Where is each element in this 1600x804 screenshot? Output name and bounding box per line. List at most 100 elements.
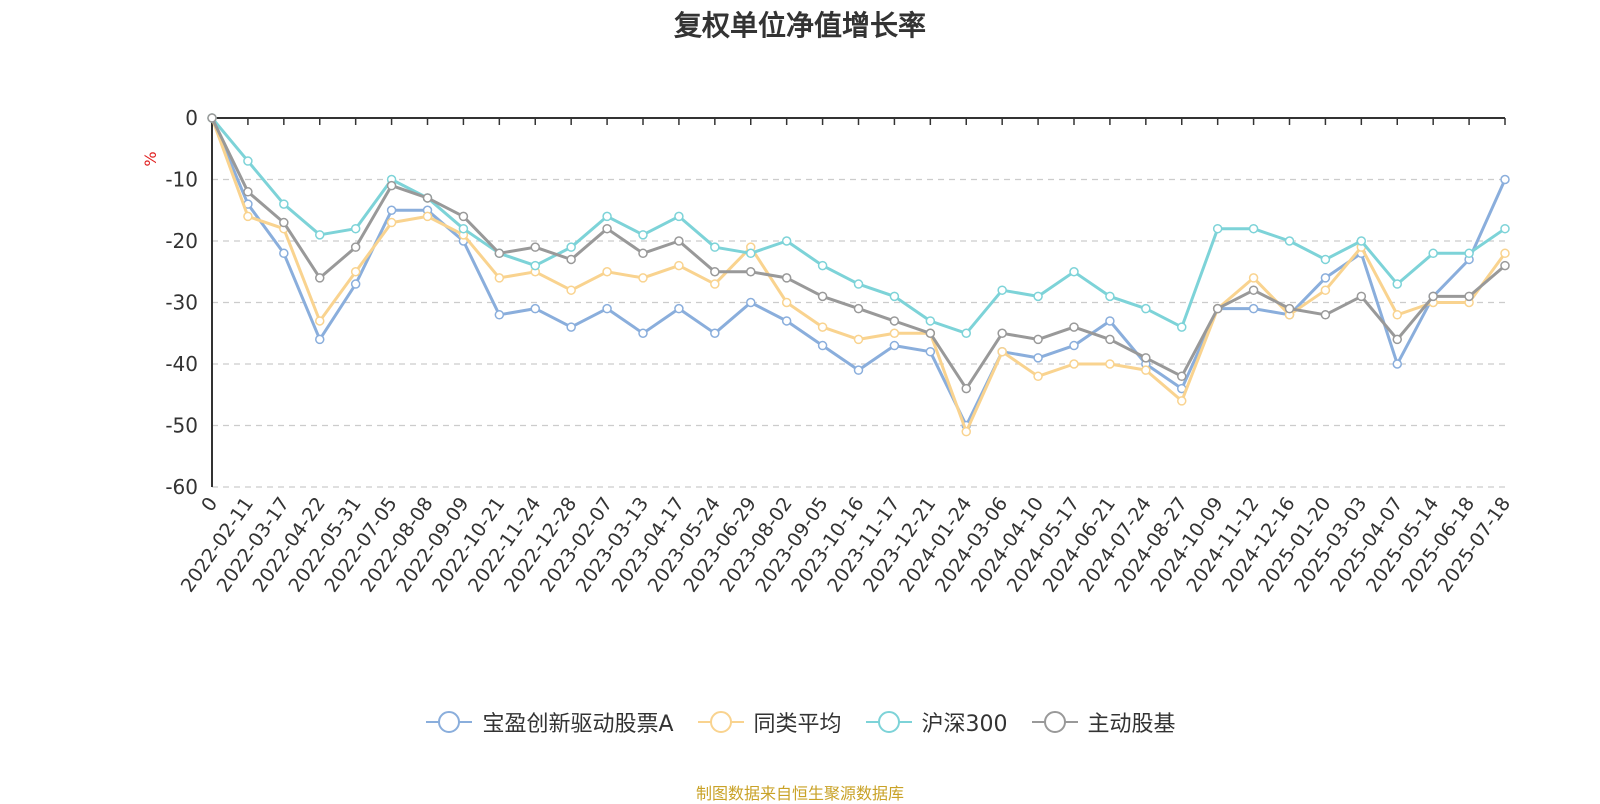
data-point	[781, 316, 792, 326]
legend-label: 沪深300	[921, 712, 1008, 737]
data-point	[422, 193, 433, 203]
data-point	[1320, 254, 1331, 265]
data-point	[207, 113, 217, 123]
data-point	[530, 303, 540, 314]
data-point	[638, 273, 648, 283]
data-point	[494, 310, 505, 320]
data-point	[1392, 359, 1402, 369]
data-point	[1428, 291, 1438, 302]
data-point	[315, 334, 325, 345]
legend-line-circle-icon	[697, 711, 744, 733]
data-point	[315, 316, 325, 326]
data-point	[566, 322, 576, 332]
data-point	[1392, 279, 1402, 289]
data-point	[853, 334, 864, 345]
data-point	[1392, 334, 1402, 345]
data-point	[997, 328, 1007, 338]
data-point	[997, 346, 1007, 357]
data-point	[746, 297, 756, 308]
data-point	[853, 303, 864, 314]
data-point	[1069, 322, 1079, 332]
data-point	[279, 199, 289, 209]
data-point	[1320, 285, 1331, 295]
legend-line-circle-icon	[426, 711, 473, 733]
data-point	[458, 223, 469, 234]
data-point	[1105, 334, 1115, 345]
legend-label: 同类平均	[753, 712, 842, 737]
y-tick-label: -10	[165, 168, 198, 192]
data-point	[1069, 359, 1079, 369]
data-point	[1284, 303, 1295, 314]
data-point	[1212, 223, 1223, 234]
data-point	[1177, 396, 1187, 406]
data-point	[1464, 248, 1474, 259]
data-point	[674, 303, 684, 314]
data-point	[386, 180, 397, 191]
data-point	[1105, 316, 1115, 326]
data-point	[458, 211, 469, 222]
data-point	[279, 217, 289, 228]
data-point	[746, 267, 756, 277]
data-point	[1500, 248, 1510, 259]
legend-label: 宝盈创新驱动股票A	[482, 712, 674, 737]
data-point	[1177, 371, 1187, 382]
data-point	[853, 365, 864, 375]
grid-lines	[212, 178, 1505, 488]
data-point	[1500, 260, 1510, 271]
data-point	[386, 217, 397, 228]
data-point	[1248, 285, 1259, 295]
data-point	[674, 236, 684, 246]
data-point	[602, 223, 612, 234]
y-tick-label: 0	[185, 106, 198, 130]
x-tick-label: 0	[197, 493, 222, 516]
data-point	[243, 187, 253, 197]
data-point	[817, 322, 828, 332]
data-point	[710, 242, 720, 252]
data-point	[1284, 236, 1295, 246]
data-point	[350, 267, 361, 277]
data-point	[602, 267, 612, 277]
legend-item-peer-average[interactable]: 同类平均	[696, 706, 842, 738]
data-point	[602, 303, 612, 314]
data-point	[638, 328, 648, 338]
data-point	[853, 279, 864, 289]
data-point	[279, 248, 289, 259]
data-point	[566, 285, 576, 295]
data-point	[710, 279, 720, 289]
data-point	[925, 328, 936, 338]
data-point	[530, 242, 540, 252]
legend-item-fund[interactable]: 宝盈创新驱动股票A	[424, 706, 674, 738]
y-tick-label: -60	[165, 475, 198, 499]
data-point	[1428, 248, 1438, 259]
data-point	[889, 340, 900, 351]
data-point	[961, 328, 971, 338]
data-point	[1177, 322, 1187, 332]
series-line-0	[210, 117, 1507, 427]
data-point	[1356, 291, 1367, 302]
data-point	[1141, 353, 1151, 363]
data-point	[638, 230, 648, 240]
data-point	[243, 156, 253, 166]
legend-line-circle-icon	[1031, 711, 1078, 733]
data-point	[602, 211, 612, 222]
legend-item-csi300[interactable]: 沪深300	[864, 706, 1008, 738]
data-point	[494, 273, 505, 283]
data-point	[817, 291, 828, 302]
line-chart: 0-10-20-30-40-50-60%02022-02-112022-03-1…	[141, 106, 1515, 596]
y-tick-label: -40	[165, 352, 198, 376]
data-point	[817, 260, 828, 271]
data-point	[243, 211, 253, 222]
data-point	[781, 236, 792, 246]
data-point	[746, 248, 756, 259]
data-point	[1392, 310, 1402, 320]
data-point	[350, 279, 361, 289]
legend: 宝盈创新驱动股票A 同类平均 沪深300 主动股基	[0, 706, 1600, 738]
data-point	[1248, 273, 1259, 283]
data-point	[781, 297, 792, 308]
data-point	[1069, 340, 1079, 351]
data-point	[925, 316, 936, 326]
data-point	[1356, 236, 1367, 246]
legend-item-active-equity[interactable]: 主动股基	[1030, 706, 1176, 738]
y-axis-unit-label: %	[141, 151, 160, 166]
data-point	[386, 205, 397, 215]
